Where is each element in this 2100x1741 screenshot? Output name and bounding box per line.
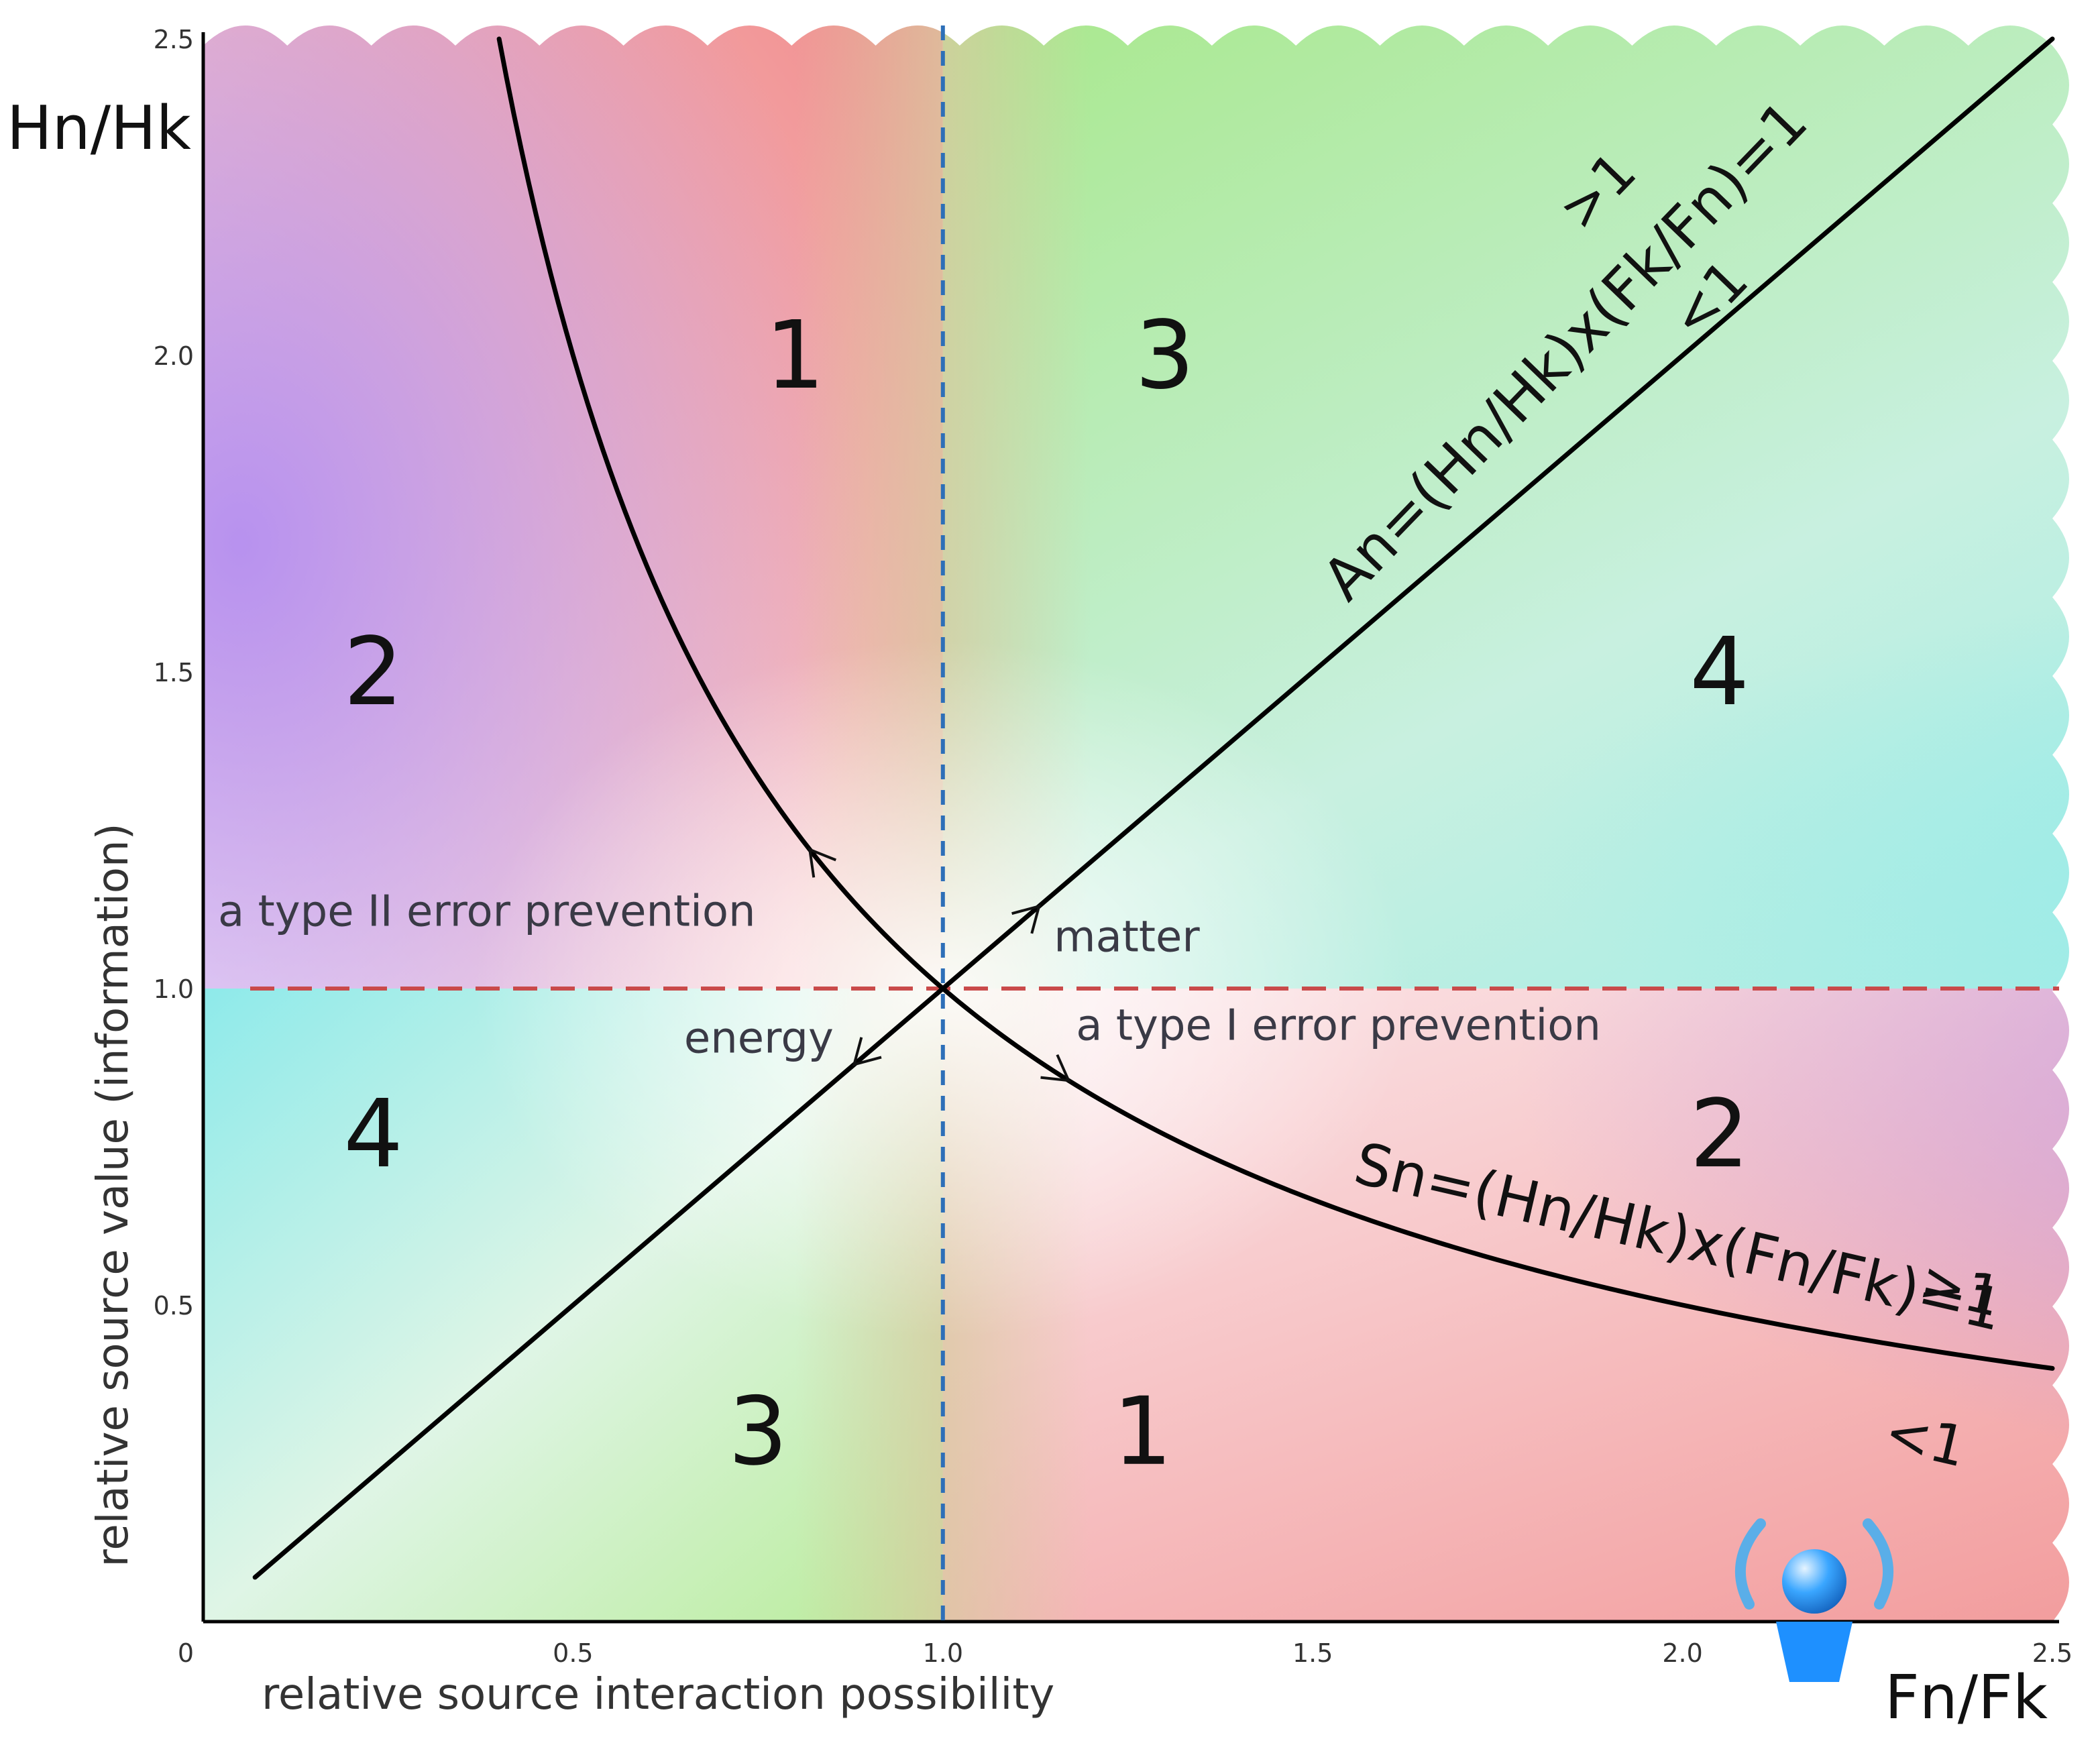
x-tick-label: 1.5 <box>1292 1638 1333 1668</box>
region-number: 3 <box>1135 301 1195 410</box>
x-tick-label: 0.5 <box>553 1638 593 1668</box>
x-axis-label: relative source interaction possibility <box>262 1670 1054 1720</box>
y-tick-label: 2.5 <box>154 25 194 54</box>
x-tick-label: 1.0 <box>923 1638 963 1668</box>
y-axis-label: relative source value (information) <box>89 823 138 1567</box>
tick-labels: 0 0.5 1.0 1.5 2.0 2.5 0.5 1.0 1.5 2.0 2.5 <box>154 25 2073 1668</box>
x-tick-label: 0 <box>178 1638 194 1668</box>
x-tick-label: 2.5 <box>2032 1638 2073 1668</box>
y-tick-label: 1.5 <box>154 658 194 687</box>
arrow-type-i-icon <box>1040 1054 1071 1082</box>
annotation-text: a type I error prevention <box>1076 1001 1601 1051</box>
y-tick-label: 1.0 <box>154 974 194 1004</box>
annotation-text: matter <box>1054 912 1200 962</box>
y-tick-label: 2.0 <box>154 341 194 371</box>
x-axis-symbol: Fn/Fk <box>1885 1663 2048 1733</box>
annotation-text: a type II error prevention <box>218 887 756 937</box>
arrow-energy-icon <box>852 1037 882 1067</box>
person-logo-icon <box>1734 1518 1894 1682</box>
region-number: 4 <box>1690 618 1749 727</box>
arrow-matter-icon <box>1011 904 1041 934</box>
curve-s-hyperbola <box>496 36 2055 1371</box>
region-number: 4 <box>343 1080 403 1189</box>
x-tick-label: 2.0 <box>1662 1638 1702 1668</box>
region-number: 2 <box>1690 1080 1749 1189</box>
curves <box>252 36 2055 1580</box>
annotations: a type II error prevention matter energy a … <box>218 887 1601 1064</box>
region-number: 1 <box>1113 1378 1172 1487</box>
region-number: 1 <box>765 301 825 410</box>
region-number: 3 <box>728 1378 788 1487</box>
annotation-text: energy <box>684 1014 834 1064</box>
direction-arrows <box>808 847 1071 1082</box>
y-tick-label: 0.5 <box>154 1291 194 1321</box>
arrow-type-ii-icon <box>808 847 837 878</box>
region-number: 2 <box>343 618 403 727</box>
region-labels: 1 3 2 4 4 2 3 1 <box>343 301 1749 1487</box>
y-axis-symbol: Hn/Hk <box>7 93 191 164</box>
